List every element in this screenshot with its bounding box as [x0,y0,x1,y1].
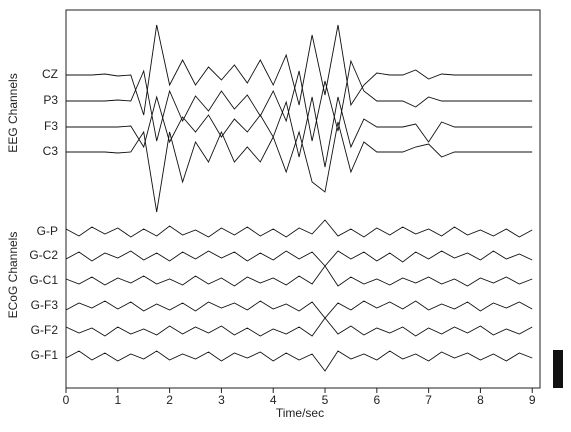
channel-label: G-F1 [31,348,59,362]
channel-label: G-P [37,224,58,238]
group-label: EEG Channels [6,73,20,152]
x-tick-label: 4 [270,393,277,407]
channel-label: P3 [43,93,58,107]
x-tick-label: 3 [218,393,225,407]
channel-label: G-C1 [29,273,58,287]
trace [66,121,533,213]
trace [66,95,533,168]
x-tick-label: 0 [63,393,70,407]
channel-label: C3 [43,144,59,158]
trace [65,250,533,267]
x-tick-label: 2 [166,393,173,407]
x-tick-label: 1 [114,393,121,407]
channel-label: F3 [44,119,58,133]
scale-bar [553,350,563,388]
x-tick-label: 6 [373,393,380,407]
trace [65,265,533,287]
group-label: ECoG Channels [6,232,20,319]
x-tick-label: 8 [477,393,484,407]
x-tick-label: 9 [529,393,536,407]
trace [65,317,533,337]
trace [66,24,533,116]
trace [65,300,533,319]
channel-label: G-F3 [31,298,59,312]
channel-label: CZ [42,67,58,81]
x-tick-label: 7 [425,393,432,407]
x-axis-label: Time/sec [276,406,324,420]
channel-label: G-C2 [29,248,58,262]
trace [66,59,533,142]
x-tick-label: 5 [322,393,329,407]
plot-frame [65,9,541,389]
channel-label: G-F2 [31,323,59,337]
trace [65,219,533,238]
trace [65,350,533,372]
